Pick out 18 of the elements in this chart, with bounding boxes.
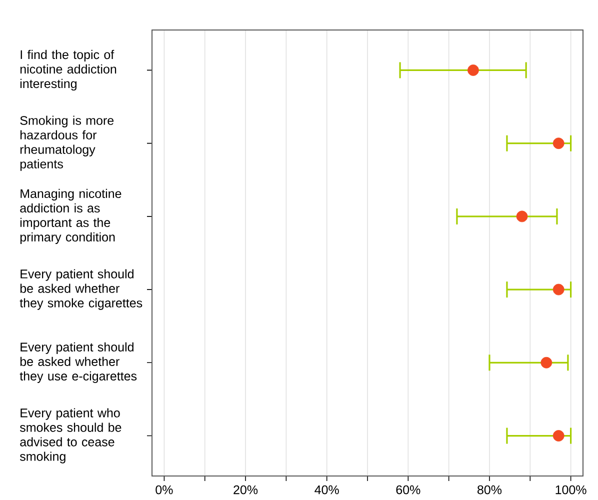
point [516,210,528,222]
x-tick-label: 60% [396,485,420,494]
x-tick-label: 0% [156,485,173,494]
x-tick-label: 40% [314,485,339,494]
y-tick-label: Managing nicotine addiction is as important as the primary condition [20,188,122,244]
x-tick-label: 20% [234,485,258,494]
y-tick-label: I find the topic of nicotine addiction interesting [20,50,116,91]
point [552,284,564,296]
point [552,430,564,442]
point [540,356,552,368]
point [468,64,479,76]
y-tick-label: Smoking is more hazardous for rheumatology patients [20,116,114,171]
x-tick-label: 100% [556,485,586,494]
y-tick-label: Every patient should be asked whether they smoke cigarettes [20,269,142,310]
x-tick-label: 80% [478,485,502,494]
y-tick-label: Every patient who smokes should be advised to cease smoking [20,408,122,464]
point [552,138,564,150]
y-tick-label: Every patient should be asked whether they use e-cigarettes [20,342,137,383]
